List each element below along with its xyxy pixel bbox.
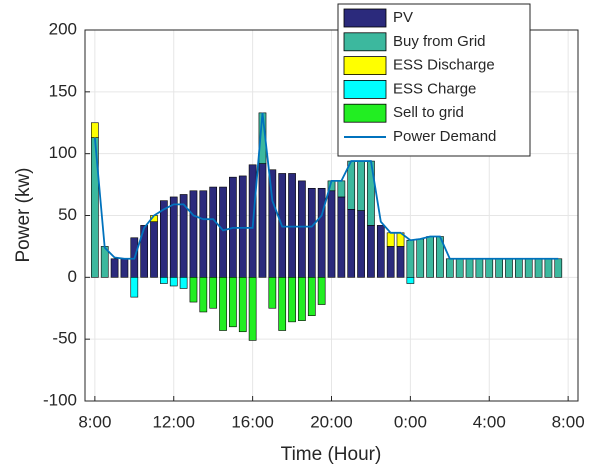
bar bbox=[169, 196, 178, 278]
legend-swatch bbox=[343, 8, 387, 28]
bar bbox=[376, 225, 385, 278]
y-tick-label: 0 bbox=[68, 267, 77, 286]
legend-swatch bbox=[343, 80, 387, 99]
x-tick-label: 12:00 bbox=[152, 412, 195, 431]
x-tick-label: 8:00 bbox=[78, 412, 111, 431]
y-tick-label: 150 bbox=[49, 81, 77, 100]
bar bbox=[140, 225, 149, 278]
bar bbox=[307, 277, 316, 316]
bar bbox=[367, 225, 375, 278]
bar bbox=[406, 239, 415, 278]
legend-swatch bbox=[343, 103, 387, 123]
bar bbox=[475, 258, 484, 278]
bar bbox=[189, 277, 198, 303]
y-tick-label: -100 bbox=[43, 390, 77, 409]
y-tick-label: 200 bbox=[49, 19, 77, 38]
bar bbox=[347, 160, 356, 210]
bar bbox=[455, 258, 464, 278]
bar bbox=[150, 221, 158, 278]
bar bbox=[514, 258, 523, 278]
bar bbox=[337, 180, 346, 198]
bar bbox=[495, 258, 503, 278]
bar bbox=[199, 277, 208, 313]
legend-label: Buy from Grid bbox=[393, 33, 486, 50]
bar bbox=[179, 277, 188, 289]
bar bbox=[534, 258, 543, 278]
bar bbox=[327, 190, 336, 278]
axes-box bbox=[84, 29, 579, 402]
bar bbox=[426, 236, 434, 278]
bar bbox=[307, 187, 316, 278]
bar bbox=[317, 277, 326, 305]
y-axis-label: Power (kw) bbox=[13, 167, 34, 262]
bar bbox=[160, 277, 168, 284]
bar bbox=[465, 258, 474, 278]
bar bbox=[288, 277, 296, 323]
bar bbox=[505, 258, 513, 278]
bar bbox=[367, 160, 375, 226]
bar bbox=[278, 277, 287, 331]
bar bbox=[130, 277, 139, 298]
bar bbox=[298, 277, 306, 321]
bar bbox=[337, 196, 346, 278]
bar bbox=[357, 210, 365, 278]
bar bbox=[544, 258, 553, 278]
x-tick-label: 8:00 bbox=[552, 412, 585, 431]
legend: PV Buy from Grid ESS Discharge ESS Charge Se… bbox=[337, 3, 531, 157]
bar bbox=[416, 238, 425, 278]
x-tick-label: 4:00 bbox=[473, 412, 506, 431]
x-tick-label: 0:00 bbox=[394, 412, 427, 431]
bar bbox=[169, 277, 178, 287]
bar bbox=[189, 190, 198, 278]
bar bbox=[238, 277, 247, 333]
y-tick-label: -50 bbox=[52, 329, 77, 348]
legend-label: Sell to grid bbox=[393, 104, 464, 121]
bar bbox=[199, 190, 208, 278]
legend-label: PV bbox=[393, 9, 413, 26]
bar bbox=[219, 277, 227, 331]
legend-swatch bbox=[343, 32, 387, 52]
bar bbox=[219, 186, 227, 278]
bar bbox=[248, 277, 257, 341]
bar bbox=[485, 258, 494, 278]
bar bbox=[268, 277, 277, 309]
bar bbox=[406, 277, 415, 284]
bar bbox=[357, 160, 365, 211]
y-tick-label: 50 bbox=[58, 205, 77, 224]
legend-label: ESS Charge bbox=[393, 80, 476, 97]
x-axis-label: Time (Hour) bbox=[281, 444, 382, 465]
bar bbox=[160, 200, 168, 278]
x-tick-label: 20:00 bbox=[310, 412, 353, 431]
bar bbox=[554, 258, 563, 278]
bar bbox=[524, 258, 533, 278]
bar bbox=[288, 173, 296, 278]
bar bbox=[91, 122, 99, 138]
line bbox=[93, 112, 559, 260]
legend-swatch bbox=[343, 56, 387, 75]
bar bbox=[120, 258, 129, 278]
bar bbox=[347, 209, 356, 278]
bar bbox=[209, 186, 218, 278]
bar bbox=[386, 232, 395, 247]
bar bbox=[229, 277, 237, 328]
bar bbox=[445, 258, 454, 278]
bar bbox=[238, 175, 247, 278]
bar bbox=[209, 277, 218, 309]
y-tick-label: 100 bbox=[49, 143, 77, 162]
bar bbox=[396, 246, 405, 278]
legend-label: ESS Discharge bbox=[393, 57, 495, 74]
bar bbox=[110, 258, 119, 278]
bar bbox=[317, 187, 326, 278]
bar bbox=[386, 246, 395, 278]
x-tick-label: 16:00 bbox=[231, 412, 274, 431]
bar bbox=[298, 180, 306, 278]
bar bbox=[258, 163, 267, 278]
legend-box bbox=[337, 3, 531, 157]
legend-label: Power Demand bbox=[393, 128, 496, 145]
